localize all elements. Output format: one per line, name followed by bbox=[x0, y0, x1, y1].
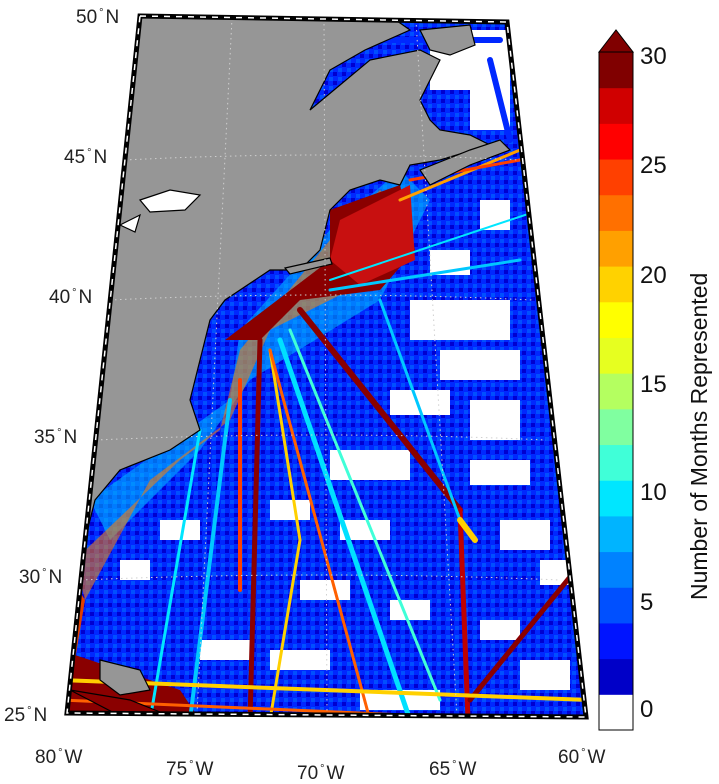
nova-scotia bbox=[419, 139, 512, 186]
lon-label-60: 60 ° W bbox=[558, 747, 606, 768]
colorbar-tick-30: 30 bbox=[640, 43, 667, 70]
colorbar-segment bbox=[599, 515, 633, 553]
great-lakes-ontario bbox=[138, 189, 202, 213]
lat-label-50: 50 ° N bbox=[76, 7, 120, 28]
lon-label-70: 70 ° W bbox=[297, 763, 345, 784]
colorbar-segment bbox=[599, 337, 633, 374]
colorbar-segment bbox=[599, 622, 633, 660]
colorbar-tick-20: 20 bbox=[640, 262, 667, 289]
newfoundland bbox=[419, 24, 476, 56]
colorbar-segment bbox=[599, 266, 633, 303]
colorbar-segment bbox=[599, 52, 633, 89]
colorbar-border bbox=[598, 51, 634, 731]
great-lakes-erie bbox=[118, 213, 141, 233]
colorbar-title: Number of Months Represented bbox=[686, 272, 712, 600]
colorbar-segment bbox=[599, 301, 633, 338]
colorbar-segment bbox=[599, 551, 633, 588]
colorbar-segment bbox=[599, 480, 633, 517]
land bbox=[69, 16, 512, 717]
colorbar-segment bbox=[599, 159, 633, 196]
lat-label-30: 30 ° N bbox=[19, 567, 63, 588]
colorbar-segment bbox=[599, 408, 633, 446]
colorbar-segment bbox=[599, 123, 633, 160]
north-america-landmass bbox=[84, 16, 492, 541]
lat-label-40: 40 ° N bbox=[49, 287, 93, 308]
florida-tip bbox=[99, 659, 151, 696]
colorbar-extend-arrow bbox=[597, 29, 635, 53]
lat-label-45: 45 ° N bbox=[64, 147, 108, 168]
colorbar-segment bbox=[599, 87, 633, 124]
colorbar-segment bbox=[599, 587, 633, 624]
colorbar-segment bbox=[599, 658, 633, 695]
colorbar-tick-15: 15 bbox=[640, 371, 667, 398]
lat-label-25: 25 ° N bbox=[4, 705, 48, 726]
colorbar bbox=[597, 29, 635, 731]
lon-label-75: 75 ° W bbox=[166, 759, 214, 780]
colorbar-tick-25: 25 bbox=[640, 152, 667, 179]
colorbar-tick-10: 10 bbox=[640, 479, 667, 506]
colorbar-tick-0: 0 bbox=[640, 696, 654, 723]
lon-label-80: 80 ° W bbox=[35, 747, 83, 768]
colorbar-tick-5: 5 bbox=[640, 589, 654, 616]
map-area bbox=[67, 16, 586, 717]
lon-label-65: 65 ° W bbox=[429, 759, 477, 780]
colorbar-segment bbox=[599, 444, 633, 481]
colorbar-segment bbox=[599, 373, 633, 410]
colorbar-segment bbox=[599, 230, 633, 267]
colorbar-segment bbox=[599, 694, 633, 731]
long-island bbox=[283, 257, 333, 275]
lat-label-35: 35 ° N bbox=[34, 427, 78, 448]
colorbar-segment bbox=[599, 194, 633, 231]
